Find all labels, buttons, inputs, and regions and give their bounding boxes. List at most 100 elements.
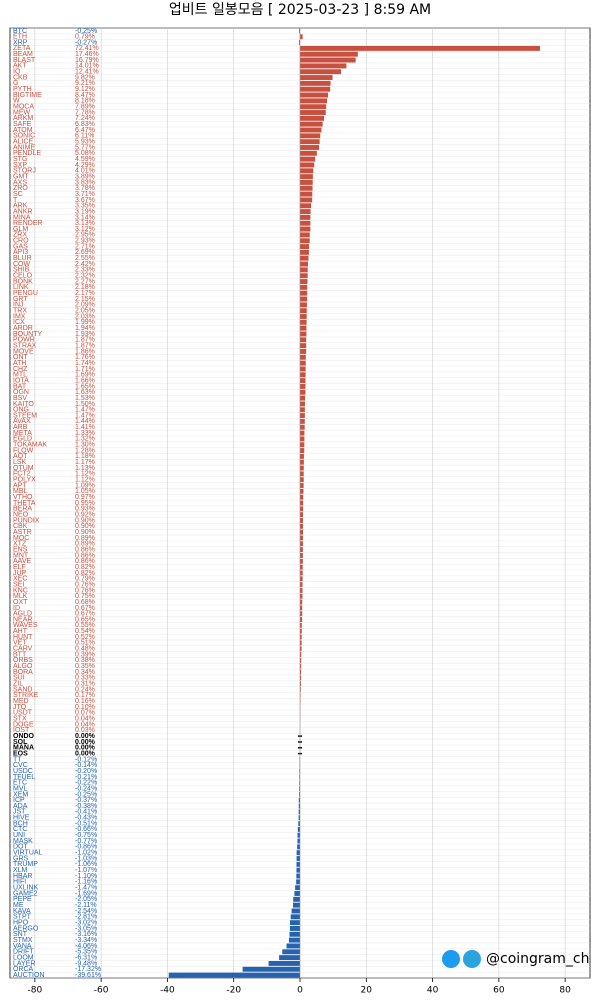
value-label: -0.51% bbox=[75, 820, 97, 827]
bar bbox=[296, 879, 300, 885]
value-label: 0.34% bbox=[75, 669, 95, 676]
category-label: AQT bbox=[13, 453, 28, 460]
category-label: RENDER bbox=[13, 220, 43, 227]
bar bbox=[290, 914, 300, 920]
category-label: APT bbox=[13, 482, 27, 489]
bar bbox=[300, 319, 307, 325]
category-label: STG bbox=[13, 156, 27, 163]
category-label: VTHO bbox=[13, 494, 33, 501]
bar bbox=[300, 389, 306, 395]
value-label: 3.19% bbox=[75, 208, 95, 215]
bar bbox=[300, 652, 302, 657]
bar bbox=[300, 506, 304, 512]
bar bbox=[291, 908, 300, 914]
value-label: 0.90% bbox=[75, 523, 95, 530]
value-label: 1.69% bbox=[75, 372, 95, 379]
bar bbox=[300, 150, 317, 156]
bar bbox=[298, 815, 300, 821]
bar bbox=[300, 535, 303, 541]
bar bbox=[297, 832, 300, 838]
category-label: SONIC bbox=[13, 133, 35, 140]
value-label: -0.77% bbox=[75, 838, 97, 845]
bar bbox=[300, 98, 328, 104]
value-label: 1.47% bbox=[75, 412, 95, 419]
bar bbox=[300, 185, 313, 191]
category-label: HUNT bbox=[13, 634, 33, 641]
value-label: 0.51% bbox=[75, 640, 95, 647]
bar bbox=[300, 51, 358, 57]
category-label: BERA bbox=[13, 506, 32, 513]
category-label: JST bbox=[13, 809, 26, 816]
bar bbox=[298, 821, 300, 826]
bar bbox=[300, 261, 309, 267]
value-label: 1.30% bbox=[75, 442, 95, 449]
category-label: NEO bbox=[13, 512, 29, 519]
bar bbox=[300, 168, 314, 174]
category-label: MOCA bbox=[13, 104, 34, 111]
bar bbox=[299, 780, 300, 786]
category-label: AXS bbox=[13, 179, 27, 186]
bar bbox=[300, 349, 307, 354]
value-label: -0.20% bbox=[75, 768, 97, 775]
value-label: -1.07% bbox=[75, 867, 97, 874]
category-label: MNT bbox=[13, 552, 29, 559]
category-label: PEPE bbox=[13, 896, 32, 903]
category-label: ANIME bbox=[13, 144, 36, 151]
value-label: 0.24% bbox=[75, 686, 95, 693]
category-label: LOOM bbox=[13, 954, 34, 961]
bar bbox=[300, 92, 329, 98]
value-label: 0.89% bbox=[75, 541, 95, 548]
category-label: OXT bbox=[13, 599, 28, 606]
bar bbox=[300, 220, 311, 226]
category-label: TFUEL bbox=[13, 774, 35, 781]
category-label: HBAR bbox=[13, 873, 32, 880]
value-label: 0.79% bbox=[75, 576, 95, 583]
category-label: HIVE bbox=[13, 815, 30, 822]
value-label: 0.04% bbox=[75, 721, 95, 728]
category-label: INJ bbox=[13, 302, 24, 309]
bar bbox=[300, 553, 303, 558]
category-label: ADA bbox=[13, 803, 28, 810]
value-label: 1.17% bbox=[75, 459, 95, 466]
bar bbox=[300, 244, 309, 250]
bar bbox=[300, 570, 303, 576]
category-label: IQ bbox=[13, 69, 21, 76]
bar bbox=[299, 791, 300, 797]
category-label: SC bbox=[13, 191, 23, 198]
value-label: 0.16% bbox=[75, 698, 95, 705]
bar bbox=[300, 611, 303, 617]
category-label: MINA bbox=[13, 214, 31, 221]
value-label: 0.33% bbox=[75, 675, 95, 682]
bar bbox=[300, 302, 307, 308]
value-label: 3.78% bbox=[75, 185, 95, 192]
bar bbox=[300, 360, 306, 366]
category-label: STRIKE bbox=[13, 692, 39, 699]
value-label: 1.86% bbox=[75, 348, 95, 355]
bar bbox=[300, 372, 306, 378]
category-label: EGLD bbox=[13, 436, 32, 443]
bar bbox=[300, 622, 302, 628]
x-tick-label: -80 bbox=[28, 986, 43, 996]
value-label: 4.29% bbox=[75, 162, 95, 169]
x-tick-label: -20 bbox=[226, 986, 241, 996]
bar bbox=[300, 255, 309, 261]
bar bbox=[294, 891, 300, 896]
category-label: BIGTIME bbox=[13, 92, 42, 99]
value-label: 1.18% bbox=[75, 453, 95, 460]
value-label: -2.81% bbox=[75, 914, 97, 921]
bar bbox=[298, 797, 300, 803]
bar bbox=[300, 133, 321, 139]
category-label: ARB bbox=[13, 424, 28, 431]
bar bbox=[300, 214, 311, 220]
value-label: -17.32% bbox=[75, 966, 101, 973]
bar bbox=[300, 488, 304, 494]
bar bbox=[300, 564, 303, 570]
telegram-icon bbox=[463, 950, 481, 968]
category-label: TT bbox=[13, 756, 22, 763]
bar bbox=[300, 483, 304, 488]
value-label: 1.87% bbox=[75, 337, 95, 344]
value-label: 0.54% bbox=[75, 628, 95, 635]
category-label: MOC bbox=[13, 535, 29, 542]
bar bbox=[300, 174, 313, 180]
value-label: 0.38% bbox=[75, 657, 95, 664]
